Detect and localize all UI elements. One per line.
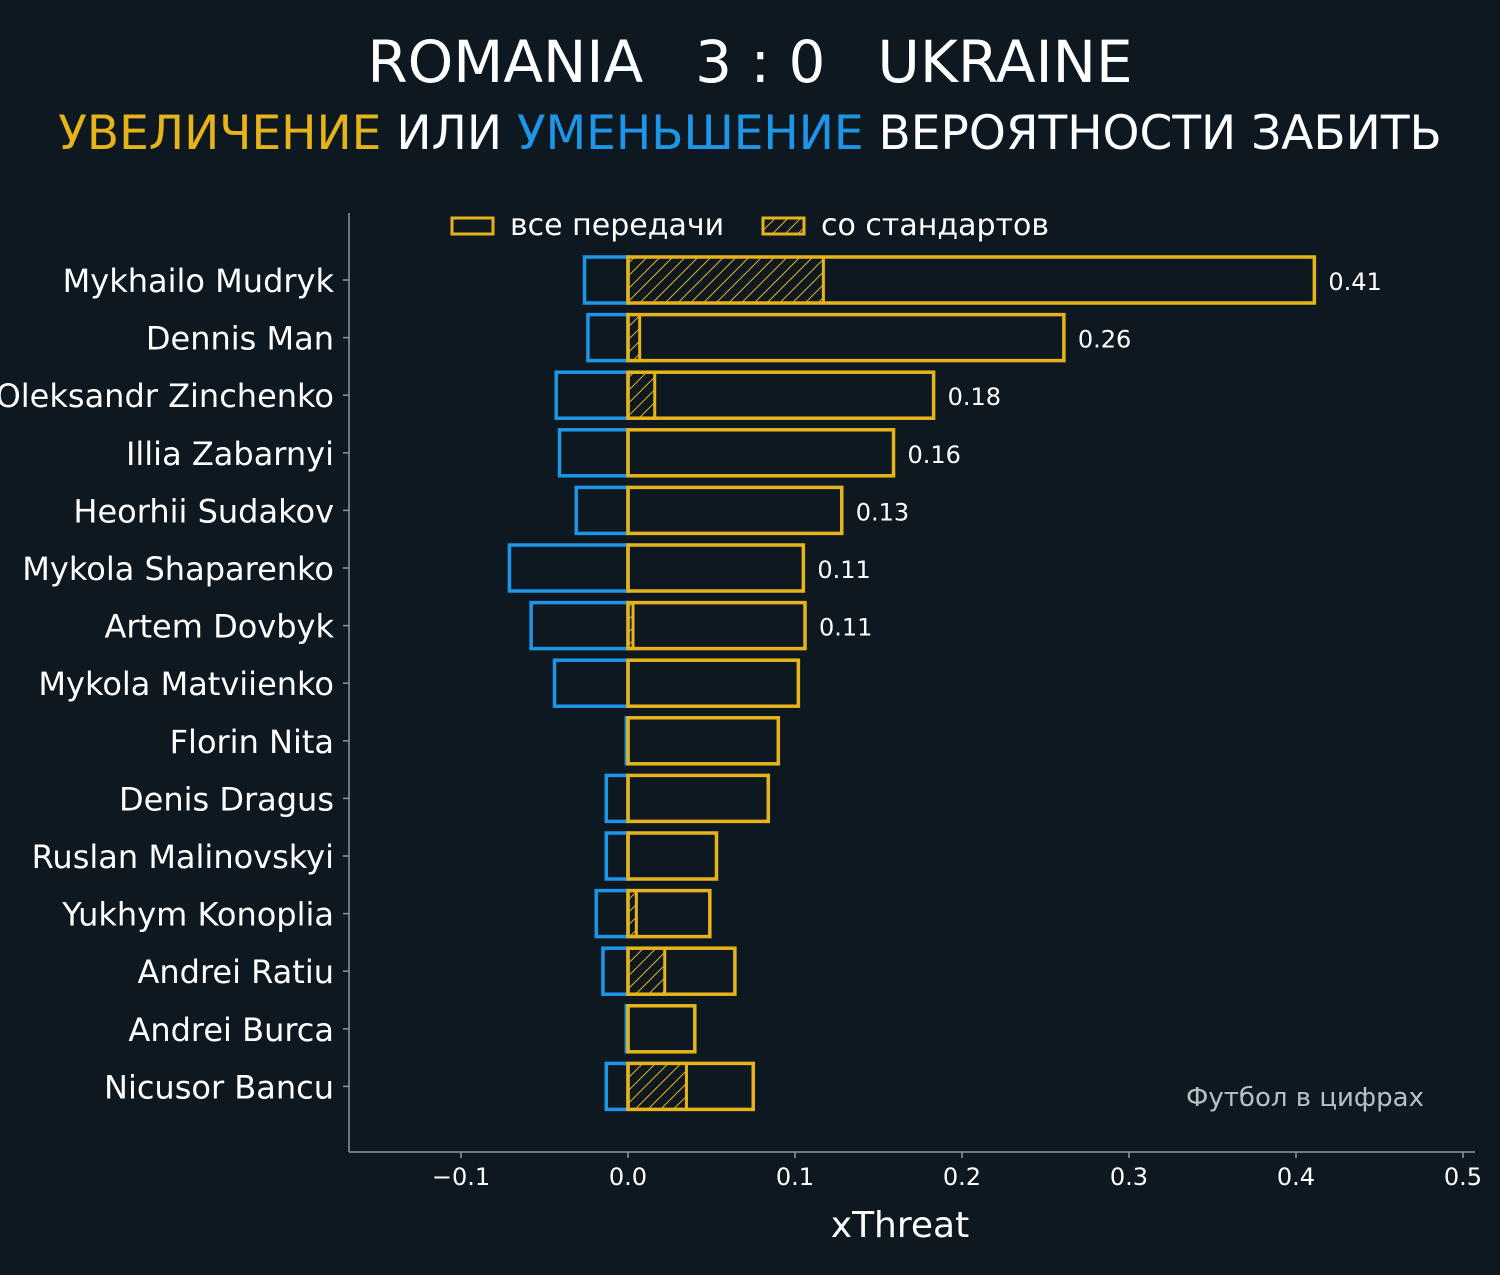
- bar-negative: [594, 888, 630, 939]
- bar-setpieces: [626, 255, 825, 305]
- legend-label-setpieces: со стандартов: [821, 208, 1049, 243]
- data-label: 0.41: [1328, 268, 1381, 296]
- y-tick-label: Mykola Matviienko: [38, 665, 334, 703]
- bar-all-passes: [626, 543, 806, 593]
- x-tick-label: 0.0: [609, 1163, 647, 1191]
- bar-setpieces: [626, 946, 667, 996]
- bar-negative: [557, 428, 630, 478]
- data-label: 0.11: [819, 614, 872, 642]
- bar-all-passes: [626, 485, 844, 536]
- legend: все передачи со стандартов: [450, 208, 1049, 243]
- data-label: 0.16: [908, 441, 961, 469]
- y-tick-label: Illia Zabarnyi: [126, 435, 334, 473]
- chart-title: ROMANIA 3 : 0 UKRAINE: [0, 28, 1500, 96]
- team-away: UKRAINE: [877, 28, 1133, 96]
- subtitle-decrease: УМЕНЬШЕНИЕ: [516, 106, 864, 161]
- legend-swatch-all: [450, 216, 495, 236]
- bar-negative: [586, 312, 630, 363]
- bar-all-passes: [626, 1004, 697, 1054]
- x-tick-label: 0.4: [1277, 1163, 1315, 1191]
- bar-negative: [601, 946, 630, 996]
- bar-negative: [529, 600, 630, 651]
- y-tick-label: Oleksandr Zinchenko: [0, 377, 334, 415]
- bar-negative: [552, 658, 630, 708]
- y-tick-label: Yukhym Konoplia: [61, 896, 334, 934]
- data-label: 0.26: [1078, 326, 1131, 354]
- y-tick-label: Mykola Shaparenko: [22, 550, 334, 588]
- y-tick-label: Florin Nita: [170, 723, 334, 761]
- data-label: 0.18: [948, 383, 1001, 411]
- bar-negative: [604, 831, 630, 881]
- data-label: 0.13: [856, 498, 909, 526]
- subtitle-rest: ВЕРОЯТНОСТИ ЗАБИТЬ: [878, 106, 1442, 161]
- legend-swatch-setpieces: [761, 216, 806, 236]
- x-tick-label: 0.3: [1110, 1163, 1148, 1191]
- subtitle-or: ИЛИ: [396, 106, 503, 161]
- bar-negative: [554, 370, 630, 420]
- bar-negative: [582, 255, 630, 305]
- y-tick-label: Dennis Man: [146, 320, 334, 358]
- x-tick-label: 0.1: [776, 1163, 814, 1191]
- bar-negative: [604, 773, 630, 824]
- bar-all-passes: [626, 1061, 755, 1112]
- legend-label-all: все передачи: [510, 208, 724, 243]
- y-tick-label: Heorhii Sudakov: [73, 492, 334, 530]
- bar-all-passes: [626, 428, 896, 478]
- x-tick-label: 0.5: [1444, 1163, 1482, 1191]
- bar-all-passes: [626, 888, 712, 939]
- y-tick-label: Andrei Ratiu: [137, 953, 334, 991]
- y-tick-label: Artem Dovbyk: [104, 608, 334, 646]
- y-tick-label: Ruslan Malinovskyi: [32, 838, 334, 876]
- watermark: Футбол в цифрах: [1186, 1083, 1424, 1113]
- bar-negative: [574, 485, 630, 536]
- bar-all-passes: [626, 312, 1066, 363]
- score: 3 : 0: [695, 28, 826, 96]
- x-tick-label: −0.1: [432, 1163, 490, 1191]
- x-axis-label: xThreat: [831, 1205, 969, 1246]
- data-label: 0.11: [817, 556, 870, 584]
- bar-all-passes: [626, 946, 737, 996]
- y-tick-label: Nicusor Bancu: [104, 1068, 334, 1106]
- bar-setpieces: [626, 1061, 688, 1111]
- bar-all-passes: [626, 370, 936, 420]
- y-tick-label: Andrei Burca: [128, 1011, 334, 1049]
- bar-all-passes: [626, 773, 771, 824]
- bar-negative: [604, 1061, 630, 1112]
- team-home: ROMANIA: [367, 28, 644, 96]
- bar-setpieces: [626, 313, 642, 363]
- bar-all-passes: [626, 658, 801, 708]
- bar-all-passes: [626, 831, 719, 881]
- bar-all-passes: [626, 600, 807, 651]
- bar-setpieces: [626, 370, 657, 420]
- bar-all-passes: [626, 255, 1317, 305]
- subtitle-increase: УВЕЛИЧЕНИЕ: [58, 106, 382, 161]
- chart-subtitle: УВЕЛИЧЕНИЕ ИЛИ УМЕНЬШЕНИЕ ВЕРОЯТНОСТИ ЗА…: [0, 106, 1500, 161]
- bar-all-passes: [626, 716, 781, 766]
- bar-negative: [507, 543, 630, 593]
- x-tick-label: 0.2: [943, 1163, 981, 1191]
- y-tick-label: Denis Dragus: [119, 780, 334, 818]
- y-tick-label: Mykhailo Mudryk: [63, 262, 335, 300]
